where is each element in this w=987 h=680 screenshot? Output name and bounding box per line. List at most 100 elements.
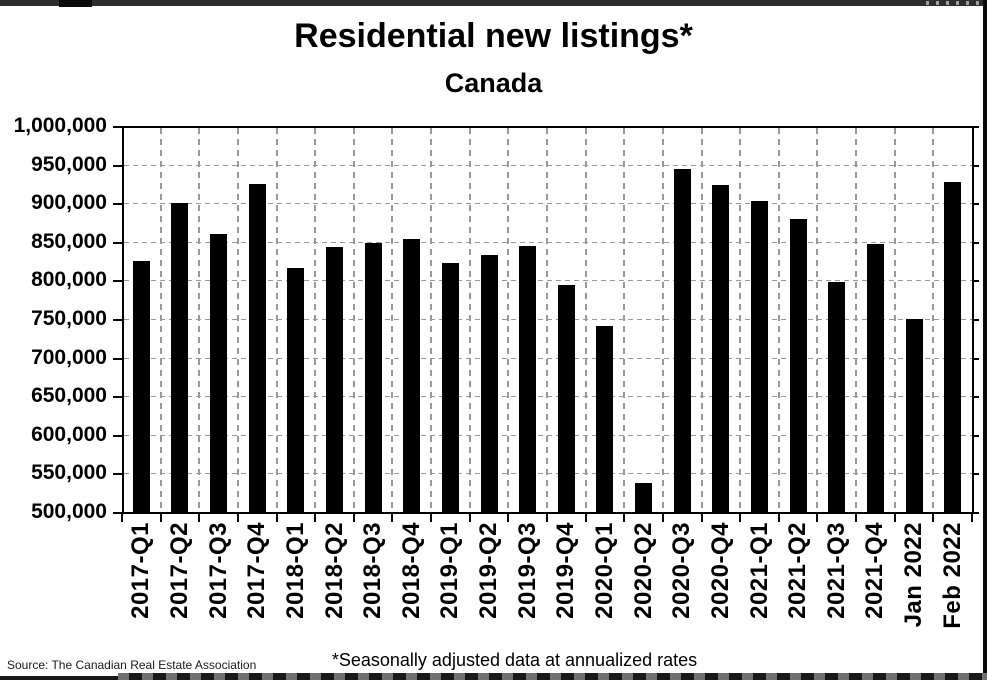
x-tick-label: 2017-Q1 xyxy=(127,522,155,619)
x-axis-tick xyxy=(893,514,896,522)
y-gridline xyxy=(124,319,972,320)
window-top-right-artifact xyxy=(926,1,980,5)
bar xyxy=(866,244,884,512)
bar xyxy=(248,184,266,512)
x-gridline xyxy=(700,128,703,512)
y-axis-tick xyxy=(113,164,122,167)
x-gridline xyxy=(777,128,780,512)
x-gridline xyxy=(468,128,471,512)
y-axis-tick xyxy=(113,473,122,476)
y-gridline xyxy=(124,396,972,398)
y-gridline xyxy=(124,241,972,243)
bar xyxy=(789,219,807,512)
x-axis-tick xyxy=(971,514,973,522)
y-axis-tick-right xyxy=(972,396,979,399)
y-tick-label: 800,000 xyxy=(31,268,107,292)
x-tick-label: 2020-Q2 xyxy=(629,522,657,619)
x-axis-tick xyxy=(314,514,317,522)
y-axis-tick xyxy=(113,126,122,128)
x-axis-line xyxy=(122,512,974,514)
x-gridline xyxy=(352,128,355,512)
x-gridline xyxy=(623,128,626,512)
x-axis-tick xyxy=(816,514,819,522)
x-gridline xyxy=(391,128,394,512)
x-axis-tick xyxy=(198,514,201,522)
y-axis-tick-right xyxy=(972,241,979,244)
x-gridline xyxy=(546,128,548,512)
y-axis-tick xyxy=(113,241,122,244)
x-axis-tick xyxy=(352,514,355,522)
window-bottom-edge-left xyxy=(0,676,118,680)
y-tick-label: 500,000 xyxy=(31,500,107,523)
y-gridline xyxy=(124,357,972,359)
x-axis-tick xyxy=(661,514,664,522)
y-tick-label: 850,000 xyxy=(31,229,107,253)
x-tick-label: 2020-Q4 xyxy=(706,522,734,619)
y-axis-tick xyxy=(113,396,122,399)
y-gridline xyxy=(124,473,972,475)
y-axis-tick xyxy=(113,357,122,360)
x-gridline xyxy=(584,128,587,512)
bar xyxy=(828,282,846,512)
x-axis-tick xyxy=(468,514,471,522)
x-gridline xyxy=(159,128,162,512)
y-tick-label: 1,000,000 xyxy=(13,114,107,137)
x-gridline xyxy=(430,128,433,512)
x-gridline xyxy=(507,128,510,512)
bar xyxy=(326,247,343,512)
x-gridline xyxy=(816,128,819,512)
x-gridline xyxy=(932,128,935,512)
y-gridline xyxy=(124,280,972,282)
x-tick-label: 2018-Q1 xyxy=(281,522,309,619)
y-tick-label: 550,000 xyxy=(31,461,107,485)
y-axis-tick xyxy=(113,319,122,321)
x-gridline xyxy=(275,128,278,512)
plot-border-top xyxy=(122,126,974,128)
bar xyxy=(596,326,614,512)
x-tick-label: 2018-Q3 xyxy=(359,522,387,619)
y-gridline xyxy=(124,203,972,205)
x-axis-tick xyxy=(507,514,510,522)
y-tick-label: 650,000 xyxy=(31,384,107,408)
y-axis-tick-right xyxy=(972,434,979,437)
y-tick-label: 950,000 xyxy=(31,152,107,176)
bar xyxy=(364,243,382,512)
x-tick-label: 2019-Q1 xyxy=(436,522,464,619)
bar xyxy=(557,285,575,512)
bar xyxy=(673,169,691,512)
y-axis-tick-right xyxy=(972,164,979,167)
x-axis-tick xyxy=(391,514,394,522)
x-axis-tick xyxy=(121,514,123,522)
window-right-edge xyxy=(983,0,987,680)
source-note: Source: The Canadian Real Estate Associa… xyxy=(7,658,257,672)
y-axis-tick-right xyxy=(972,126,979,128)
y-axis-tick xyxy=(113,512,122,514)
bar xyxy=(944,182,962,512)
x-tick-label: 2021-Q1 xyxy=(745,522,773,619)
x-gridline xyxy=(198,128,201,512)
y-gridline xyxy=(124,434,972,436)
y-axis-tick xyxy=(113,203,122,206)
x-axis-tick xyxy=(739,514,742,522)
y-axis-tick-right xyxy=(972,357,979,360)
bar xyxy=(519,246,537,512)
x-tick-label: 2019-Q2 xyxy=(475,522,503,619)
y-tick-label: 600,000 xyxy=(31,422,107,446)
bar xyxy=(905,319,923,512)
x-tick-label: 2021-Q4 xyxy=(861,522,889,619)
x-axis-tick xyxy=(159,514,162,522)
x-axis-tick xyxy=(777,514,780,522)
x-tick-label: 2020-Q1 xyxy=(590,522,618,619)
x-tick-label: 2019-Q4 xyxy=(552,522,580,619)
bar xyxy=(635,483,653,512)
y-axis-tick xyxy=(113,434,122,437)
x-axis-tick xyxy=(700,514,703,522)
y-tick-label: 700,000 xyxy=(31,345,107,369)
window-bottom-edge xyxy=(118,673,987,680)
y-axis-tick-right xyxy=(972,280,979,283)
x-axis-tick xyxy=(236,514,239,522)
y-axis-tick-right xyxy=(972,473,979,476)
y-axis-tick-right xyxy=(972,512,979,514)
bar xyxy=(287,268,305,512)
